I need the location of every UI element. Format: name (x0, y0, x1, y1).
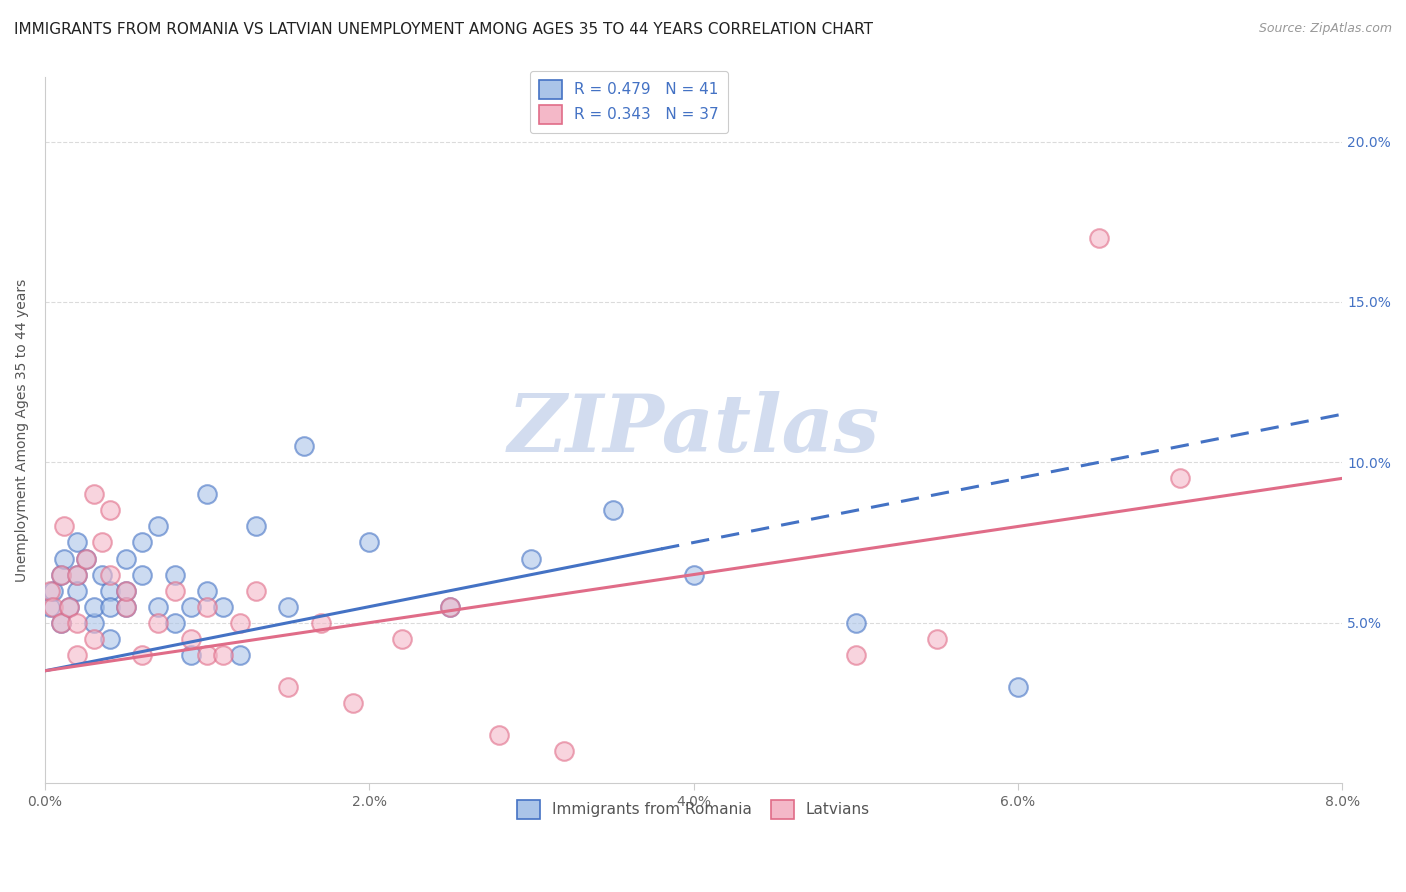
Point (98, 599, 121, 614)
Point (245, 583, 267, 598)
Text: IMMIGRANTS FROM ROMANIA VS LATVIAN UNEMPLOYMENT AMONG AGES 35 TO 44 YEARS CORREL: IMMIGRANTS FROM ROMANIA VS LATVIAN UNEMP… (14, 22, 873, 37)
Point (42, 583, 65, 598)
Point (845, 615, 868, 630)
Point (195, 583, 218, 598)
Point (212, 648, 235, 662)
Point (180, 632, 202, 646)
Point (115, 599, 138, 614)
Point (83, 615, 105, 630)
Point (66, 583, 89, 598)
Point (75, 551, 97, 566)
Point (83, 632, 105, 646)
Point (98, 567, 121, 582)
Point (195, 599, 218, 614)
Point (115, 551, 138, 566)
Point (277, 599, 299, 614)
Point (98, 632, 121, 646)
Point (53, 519, 76, 533)
Legend: Immigrants from Romania, Latvians: Immigrants from Romania, Latvians (512, 794, 876, 825)
Point (90, 567, 112, 582)
Point (163, 567, 186, 582)
Point (131, 567, 153, 582)
Point (277, 680, 299, 694)
Point (66, 615, 89, 630)
Point (83, 487, 105, 501)
Point (66, 567, 89, 582)
Point (42, 599, 65, 614)
Point (602, 503, 624, 517)
Point (115, 583, 138, 598)
Point (682, 567, 704, 582)
Point (131, 648, 153, 662)
Point (342, 696, 364, 710)
Y-axis label: Unemployment Among Ages 35 to 44 years: Unemployment Among Ages 35 to 44 years (15, 278, 30, 582)
Point (520, 551, 543, 566)
Point (488, 728, 510, 742)
Point (58, 599, 80, 614)
Point (115, 599, 138, 614)
Point (1007, 680, 1029, 694)
Point (58, 599, 80, 614)
Point (51, 615, 73, 630)
Point (845, 648, 868, 662)
Point (115, 583, 138, 598)
Point (1088, 231, 1111, 245)
Point (66, 648, 89, 662)
Point (90, 535, 112, 549)
Point (359, 535, 381, 549)
Point (66, 535, 89, 549)
Text: ZIPatlas: ZIPatlas (508, 392, 880, 469)
Point (439, 599, 461, 614)
Point (553, 744, 575, 758)
Point (180, 648, 202, 662)
Point (163, 615, 186, 630)
Point (148, 599, 170, 614)
Point (38, 599, 60, 614)
Point (925, 632, 948, 646)
Point (163, 583, 186, 598)
Point (83, 599, 105, 614)
Point (195, 648, 218, 662)
Point (51, 615, 73, 630)
Point (51, 567, 73, 582)
Point (38, 583, 60, 598)
Point (180, 599, 202, 614)
Point (53, 551, 76, 566)
Point (294, 439, 316, 453)
Point (228, 648, 250, 662)
Point (98, 503, 121, 517)
Point (1168, 471, 1191, 485)
Point (391, 632, 413, 646)
Point (439, 599, 461, 614)
Point (75, 551, 97, 566)
Point (98, 583, 121, 598)
Point (195, 487, 218, 501)
Point (245, 519, 267, 533)
Point (309, 615, 332, 630)
Point (51, 567, 73, 582)
Point (66, 567, 89, 582)
Point (148, 615, 170, 630)
Point (228, 615, 250, 630)
Text: Source: ZipAtlas.com: Source: ZipAtlas.com (1258, 22, 1392, 36)
Point (131, 535, 153, 549)
Point (212, 599, 235, 614)
Point (148, 519, 170, 533)
